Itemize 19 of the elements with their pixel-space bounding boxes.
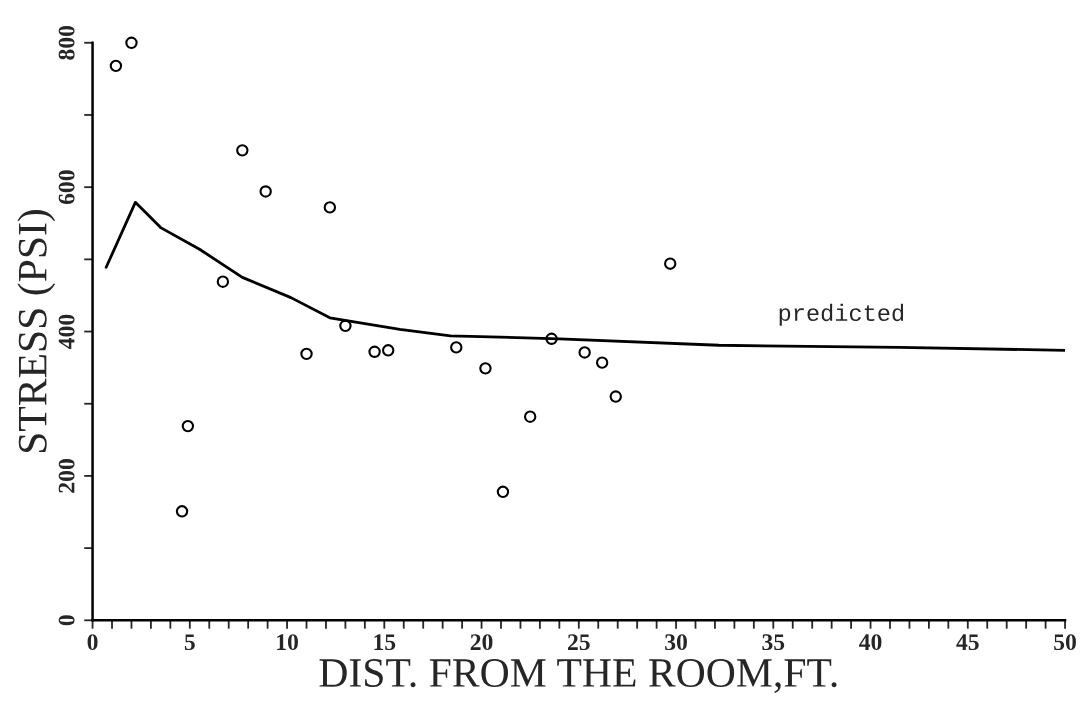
x-tick-label: 15 xyxy=(374,634,396,651)
x-tick-label: 20 xyxy=(470,634,493,651)
y-axis-title: STRESS (PSI) xyxy=(17,210,56,453)
x-tick-label: 10 xyxy=(277,634,298,651)
y-tick-label: 600 xyxy=(58,170,75,205)
x-tick-label: 5 xyxy=(184,634,195,651)
y-tick-label: 800 xyxy=(58,25,75,60)
x-tick-label: 25 xyxy=(567,634,590,651)
x-axis-title: DIST. FROM THE ROOM,FT. xyxy=(319,659,837,694)
y-tick-label: 0 xyxy=(58,615,75,626)
y-tick-label: 200 xyxy=(58,459,75,493)
x-tick-label: 50 xyxy=(1054,634,1076,651)
x-tick-label: 45 xyxy=(956,634,979,651)
x-tick-label: 30 xyxy=(665,634,687,651)
x-tick-label: 35 xyxy=(762,634,785,651)
x-tick-label: 40 xyxy=(859,634,882,651)
x-tick-label: 0 xyxy=(87,634,98,651)
y-tick-label: 400 xyxy=(58,314,75,349)
annotation: predicted xyxy=(779,303,904,326)
